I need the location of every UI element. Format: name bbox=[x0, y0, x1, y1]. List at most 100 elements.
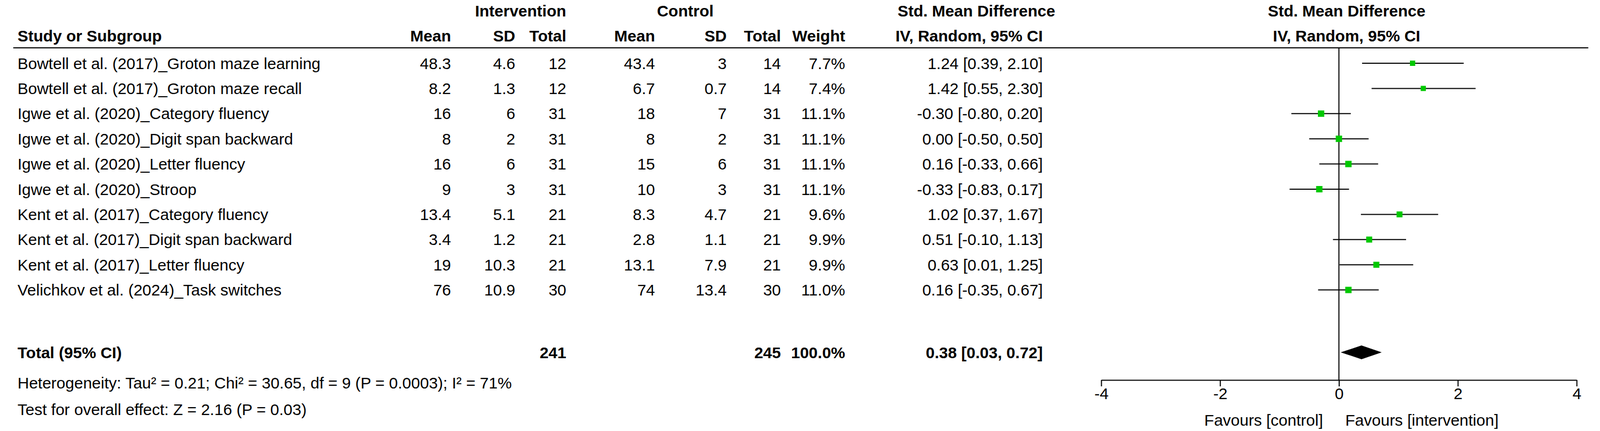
intervention-sd: 5.1 bbox=[492, 205, 516, 224]
weight: 11.0% bbox=[801, 281, 846, 299]
intervention-sd: 4.6 bbox=[492, 54, 516, 73]
intervention-total: 31 bbox=[548, 180, 567, 199]
control-sd: 4.7 bbox=[704, 205, 727, 224]
control-sd: 1.1 bbox=[704, 230, 727, 249]
tick: 4 bbox=[1572, 379, 1582, 403]
intervention-mean: 13.4 bbox=[420, 205, 451, 224]
control-mean: 8.3 bbox=[632, 205, 655, 224]
control-total: 31 bbox=[763, 130, 781, 148]
column-group-header: Intervention bbox=[474, 2, 567, 20]
effect-ci: 0.16 [-0.35, 0.67] bbox=[922, 281, 1043, 299]
column-header: Total bbox=[744, 27, 781, 45]
control-sd: 3 bbox=[717, 180, 727, 199]
tick: 0 bbox=[1334, 379, 1344, 403]
study-name: Velichkov et al. (2024)_Task switches bbox=[17, 281, 282, 299]
column-header: IV, Random, 95% CI bbox=[1272, 27, 1420, 45]
intervention-total: 30 bbox=[548, 281, 567, 299]
intervention-mean: 16 bbox=[433, 104, 451, 123]
study-name: Igwe et al. (2020)_Stroop bbox=[17, 180, 197, 199]
control-total: 14 bbox=[763, 54, 781, 73]
control-mean: 6.7 bbox=[632, 79, 655, 98]
weight: 11.1% bbox=[801, 180, 846, 199]
intervention-total: 241 bbox=[539, 343, 567, 362]
weight: 7.4% bbox=[809, 79, 846, 98]
control-total: 31 bbox=[763, 104, 781, 123]
control-sd: 2 bbox=[717, 130, 727, 148]
weight: 9.9% bbox=[809, 230, 846, 249]
column-group-header: Control bbox=[657, 2, 714, 20]
control-sd: 0.7 bbox=[704, 79, 727, 98]
chart-container: Intervention Control Std. Mean Difference S… bbox=[0, 0, 1600, 431]
tick-label: 4 bbox=[1572, 384, 1582, 403]
effect-marker bbox=[1317, 110, 1325, 117]
control-total: 21 bbox=[763, 256, 781, 274]
column-header: SD bbox=[492, 27, 516, 45]
study-name: Bowtell et al. (2017)_Groton maze recall bbox=[17, 79, 302, 98]
column-header: Total bbox=[529, 27, 567, 45]
control-mean: 43.4 bbox=[624, 54, 655, 73]
effect-marker bbox=[1373, 261, 1380, 268]
control-sd: 6 bbox=[717, 155, 727, 173]
x-axis: -4-2024 bbox=[1094, 379, 1582, 403]
control-mean: 8 bbox=[645, 130, 655, 148]
control-total: 31 bbox=[763, 180, 781, 199]
favours-left: Favours [control] bbox=[1204, 411, 1323, 429]
total-weight: 100.0% bbox=[790, 343, 846, 362]
background bbox=[0, 0, 1600, 431]
effect-marker bbox=[1335, 135, 1343, 142]
table-text: Intervention Control Std. Mean Difference S… bbox=[17, 2, 1499, 429]
study-name: Bowtell et al. (2017)_Groton maze learni… bbox=[17, 54, 321, 73]
effect-marker bbox=[1345, 286, 1352, 294]
weight: 9.6% bbox=[809, 205, 846, 224]
intervention-sd: 6 bbox=[506, 104, 516, 123]
total-effect-ci: 0.38 [0.03, 0.72] bbox=[925, 343, 1043, 362]
column-header: Study or Subgroup bbox=[17, 27, 163, 45]
study-name: Kent et al. (2017)_Digit span backward bbox=[17, 230, 293, 249]
intervention-mean: 16 bbox=[433, 155, 451, 173]
control-mean: 74 bbox=[637, 281, 655, 299]
intervention-total: 31 bbox=[548, 130, 567, 148]
study-name: Kent et al. (2017)_Letter fluency bbox=[17, 256, 245, 274]
control-total: 245 bbox=[754, 343, 781, 362]
study-name: Igwe et al. (2020)_Category fluency bbox=[17, 104, 270, 123]
control-mean: 13.1 bbox=[624, 256, 655, 274]
intervention-mean: 9 bbox=[441, 180, 451, 199]
header-rule bbox=[13, 47, 1589, 49]
intervention-sd: 1.2 bbox=[492, 230, 516, 249]
intervention-sd: 10.9 bbox=[484, 281, 516, 299]
study-name: Igwe et al. (2020)_Digit span backward bbox=[17, 130, 294, 148]
control-total: 21 bbox=[763, 205, 781, 224]
intervention-sd: 2 bbox=[506, 130, 516, 148]
effect-ci: 1.42 [0.55, 2.30] bbox=[927, 79, 1043, 98]
intervention-total: 21 bbox=[548, 205, 567, 224]
intervention-mean: 48.3 bbox=[420, 54, 451, 73]
tick: -4 bbox=[1094, 379, 1109, 403]
column-header: Mean bbox=[614, 27, 655, 45]
effect-marker bbox=[1316, 185, 1323, 193]
column-header: Mean bbox=[410, 27, 451, 45]
intervention-mean: 3.4 bbox=[428, 230, 451, 249]
effect-marker bbox=[1396, 211, 1403, 218]
heterogeneity: Heterogeneity: Tau² = 0.21; Chi² = 30.65… bbox=[17, 373, 512, 392]
tick: 2 bbox=[1453, 379, 1463, 403]
intervention-mean: 8 bbox=[441, 130, 451, 148]
control-mean: 2.8 bbox=[632, 230, 655, 249]
column-group-header: Std. Mean Difference bbox=[1267, 2, 1426, 20]
control-total: 31 bbox=[763, 155, 781, 173]
tick-label: 2 bbox=[1453, 384, 1463, 403]
effect-ci: 0.51 [-0.10, 1.13] bbox=[922, 230, 1043, 249]
study-name: Kent et al. (2017)_Category fluency bbox=[17, 205, 269, 224]
weight: 9.9% bbox=[809, 256, 846, 274]
effect-ci: -0.30 [-0.80, 0.20] bbox=[916, 104, 1043, 123]
intervention-sd: 6 bbox=[506, 155, 516, 173]
column-header: IV, Random, 95% CI bbox=[895, 27, 1043, 45]
weight: 11.1% bbox=[801, 130, 846, 148]
effect-ci: 0.16 [-0.33, 0.66] bbox=[922, 155, 1043, 173]
control-total: 30 bbox=[763, 281, 781, 299]
total-label: Total (95% CI) bbox=[17, 343, 122, 362]
reference-line bbox=[1338, 47, 1340, 380]
control-sd: 7.9 bbox=[704, 256, 727, 274]
column-header: Weight bbox=[792, 27, 846, 45]
intervention-sd: 10.3 bbox=[484, 256, 516, 274]
tick-label: 0 bbox=[1334, 384, 1344, 403]
